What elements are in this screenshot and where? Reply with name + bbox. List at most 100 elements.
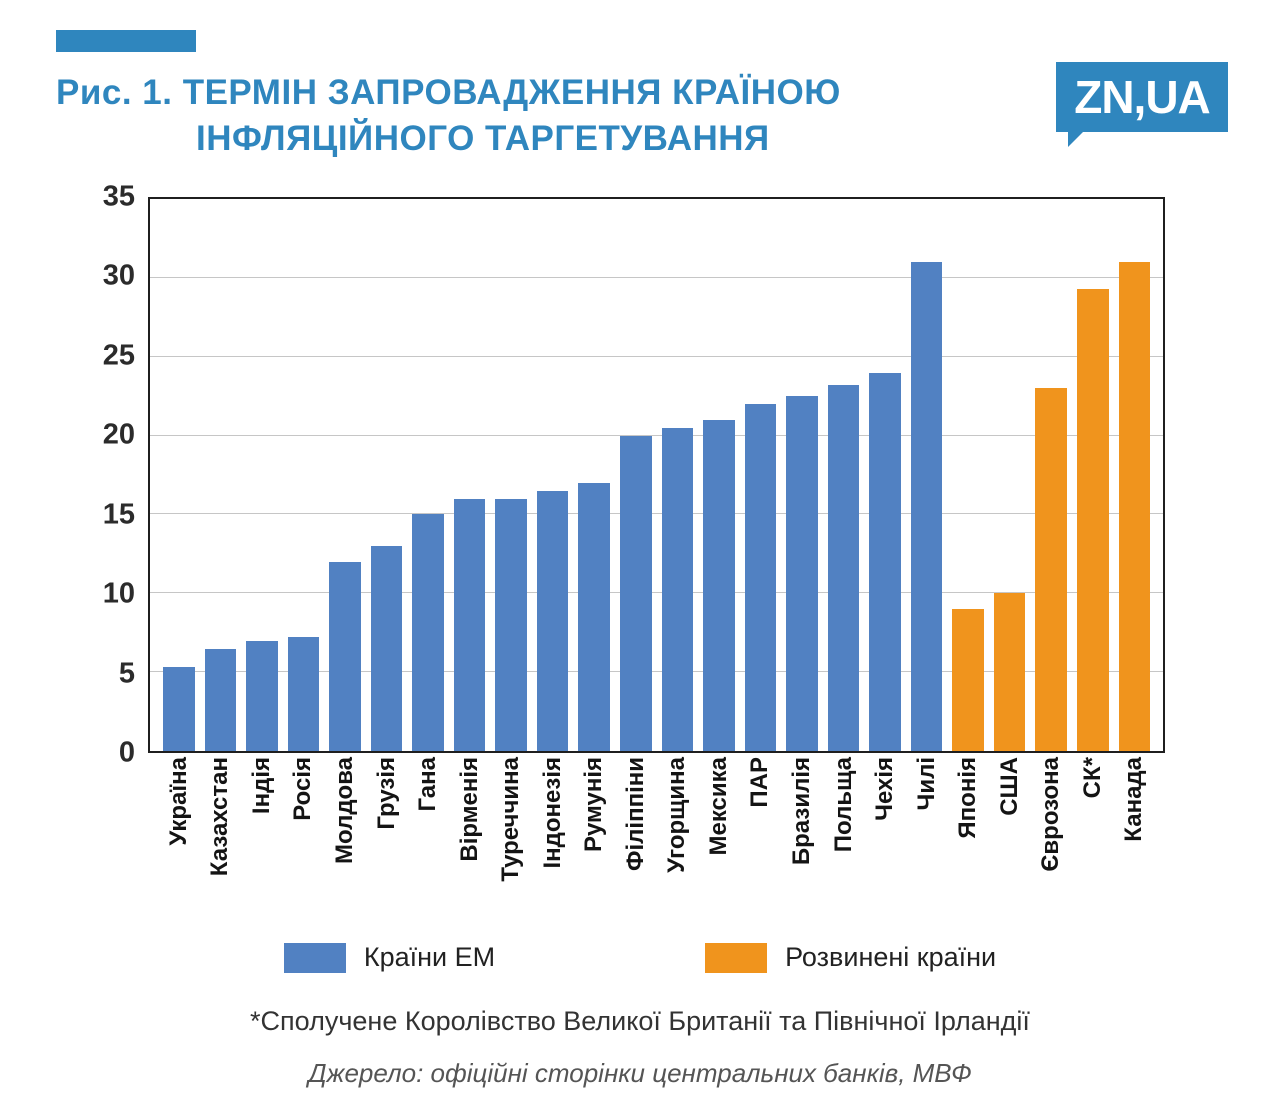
bar-slot bbox=[407, 199, 449, 751]
y-axis: 0 5 10 15 20 25 30 35 bbox=[30, 182, 135, 767]
gridline bbox=[150, 276, 1163, 278]
plot-area bbox=[148, 197, 1165, 753]
x-label-slot: Канада bbox=[1114, 757, 1156, 925]
bar bbox=[910, 262, 943, 751]
bar-slot bbox=[158, 199, 200, 751]
bar-slot bbox=[1030, 199, 1072, 751]
x-label-slot: СК* bbox=[1072, 757, 1114, 925]
x-axis-label: Молдова bbox=[330, 757, 358, 864]
x-labels: Україна Казахстан Індія Росія Молдова Грузія Г… bbox=[150, 757, 1163, 925]
bar bbox=[952, 609, 984, 751]
x-axis-label: Румунія bbox=[580, 757, 608, 852]
bar bbox=[287, 637, 320, 751]
y-tick-label: 5 bbox=[118, 657, 135, 690]
gridline bbox=[150, 434, 1163, 436]
x-axis-label: Грузія bbox=[372, 757, 400, 830]
x-axis-label: Індонезія bbox=[538, 757, 566, 869]
x-label-slot: Чехія bbox=[864, 757, 906, 925]
bar bbox=[162, 667, 195, 751]
x-label-slot: Мексика bbox=[698, 757, 740, 925]
x-axis-label: Гана bbox=[414, 757, 442, 812]
bar-slot bbox=[324, 199, 366, 751]
legend-label-em: Країни ЕМ bbox=[363, 942, 496, 972]
bar-slot bbox=[449, 199, 491, 751]
bar bbox=[1035, 388, 1068, 751]
x-axis-label: СК* bbox=[1078, 757, 1106, 799]
x-label-slot: ПАР bbox=[740, 757, 782, 925]
y-tick-label: 0 bbox=[118, 736, 135, 769]
x-label-slot: Угорщина bbox=[657, 757, 699, 925]
y-tick-label: 10 bbox=[102, 577, 135, 610]
x-label-slot: Росія bbox=[283, 757, 325, 925]
bar bbox=[370, 545, 403, 751]
bars bbox=[150, 199, 1163, 751]
gridline bbox=[150, 513, 1163, 515]
x-label-slot: Молдова bbox=[324, 757, 366, 925]
x-label-slot: Румунія bbox=[573, 757, 615, 925]
figure-title: Рис. 1. ТЕРМІН ЗАПРОВАДЖЕННЯ КРАЇНОЮ ІНФ… bbox=[56, 70, 841, 161]
bar-slot bbox=[657, 199, 699, 751]
bar bbox=[827, 385, 860, 751]
x-axis-label: Казахстан bbox=[206, 757, 234, 877]
x-label-slot: Туреччина bbox=[490, 757, 532, 925]
bar bbox=[536, 490, 569, 751]
bar bbox=[993, 593, 1026, 751]
y-tick-label: 25 bbox=[102, 339, 135, 372]
x-axis-label: Канада bbox=[1120, 757, 1148, 842]
bar-slot bbox=[698, 199, 740, 751]
gridline bbox=[150, 355, 1163, 357]
bar-slot bbox=[200, 199, 242, 751]
x-label-slot: Єврозона bbox=[1030, 757, 1072, 925]
y-tick-label: 35 bbox=[102, 180, 135, 213]
bar bbox=[578, 482, 611, 751]
x-label-slot: Гана bbox=[407, 757, 449, 925]
bar bbox=[246, 640, 278, 751]
legend-item-em: Країни ЕМ bbox=[283, 942, 496, 973]
x-axis-label: ПАР bbox=[746, 757, 774, 808]
bar bbox=[703, 419, 735, 751]
y-tick-label: 20 bbox=[102, 418, 135, 451]
x-axis-label: Вірменія bbox=[455, 757, 483, 862]
x-label-slot: Індонезія bbox=[532, 757, 574, 925]
bar-slot bbox=[906, 199, 948, 751]
legend: Країни ЕМ Розвинені країни bbox=[0, 942, 1280, 973]
footnote: *Сполучене Королівство Великої Британії … bbox=[250, 1006, 1030, 1036]
bar-slot bbox=[740, 199, 782, 751]
bar bbox=[620, 435, 652, 751]
bar bbox=[204, 648, 237, 751]
bar bbox=[453, 498, 486, 751]
znua-logo: ZN,UA bbox=[1056, 62, 1228, 147]
bar-slot bbox=[864, 199, 906, 751]
x-axis-label: Філіппіни bbox=[621, 757, 649, 871]
x-axis-label: Японія bbox=[954, 757, 982, 839]
x-axis-label: Єврозона bbox=[1037, 757, 1065, 872]
x-axis-label: США bbox=[995, 757, 1023, 816]
x-label-slot: Казахстан bbox=[200, 757, 242, 925]
x-axis-label: Чехія bbox=[871, 757, 899, 821]
bar-slot bbox=[947, 199, 989, 751]
figure-label: Рис. 1. bbox=[56, 73, 173, 112]
legend-swatch-developed bbox=[705, 942, 768, 973]
x-label-slot: Філіппіни bbox=[615, 757, 657, 925]
source-note: Джерело: офіційні сторінки центральних б… bbox=[308, 1058, 972, 1088]
y-tick-label: 15 bbox=[102, 498, 135, 531]
x-label-slot: Україна bbox=[158, 757, 200, 925]
x-axis-label: Бразилія bbox=[787, 757, 815, 866]
bar-slot bbox=[366, 199, 408, 751]
bar-slot bbox=[241, 199, 283, 751]
x-label-slot: Бразилія bbox=[781, 757, 823, 925]
title-line-1: Рис. 1. ТЕРМІН ЗАПРОВАДЖЕННЯ КРАЇНОЮ bbox=[56, 70, 841, 116]
gridline bbox=[150, 671, 1163, 673]
legend-swatch-em bbox=[283, 942, 346, 973]
logo-text: ZN,UA bbox=[1074, 71, 1211, 123]
bar-slot bbox=[532, 199, 574, 751]
bar-slot bbox=[283, 199, 325, 751]
x-axis-label: Польща bbox=[829, 757, 857, 853]
x-axis-label: Індія bbox=[247, 757, 275, 815]
bar-slot bbox=[989, 199, 1031, 751]
x-label-slot: Індія bbox=[241, 757, 283, 925]
bar-slot bbox=[1114, 199, 1156, 751]
gridlines bbox=[150, 199, 1163, 751]
bar bbox=[744, 404, 777, 751]
legend-label-developed: Розвинені країни bbox=[785, 942, 997, 972]
